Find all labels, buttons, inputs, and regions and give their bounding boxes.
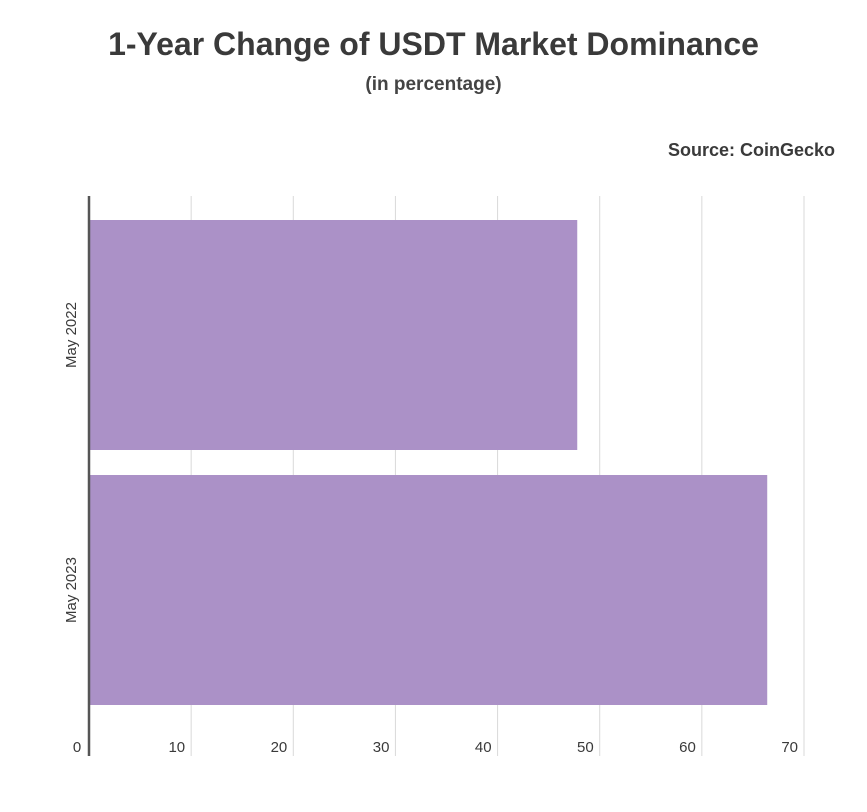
source-note: Source: CoinGecko xyxy=(667,140,835,160)
chart-subtitle: (in percentage) xyxy=(365,74,502,95)
x-tick-label: 10 xyxy=(168,739,185,756)
bar-may-2022 xyxy=(89,220,578,450)
x-tick-label: 30 xyxy=(373,739,390,756)
x-tick-label: 70 xyxy=(781,739,798,756)
x-tick-label: 40 xyxy=(475,739,492,756)
x-tick-label: 60 xyxy=(679,739,696,756)
x-tick-label: 20 xyxy=(271,739,288,756)
x-tick-label: 0 xyxy=(73,739,81,756)
x-tick-label: 50 xyxy=(577,739,594,756)
category-label: May 2023 xyxy=(63,557,80,623)
category-label: May 2022 xyxy=(63,302,80,368)
chart-title: 1-Year Change of USDT Market Dominance xyxy=(108,26,759,62)
bar-may-2023 xyxy=(89,475,768,705)
